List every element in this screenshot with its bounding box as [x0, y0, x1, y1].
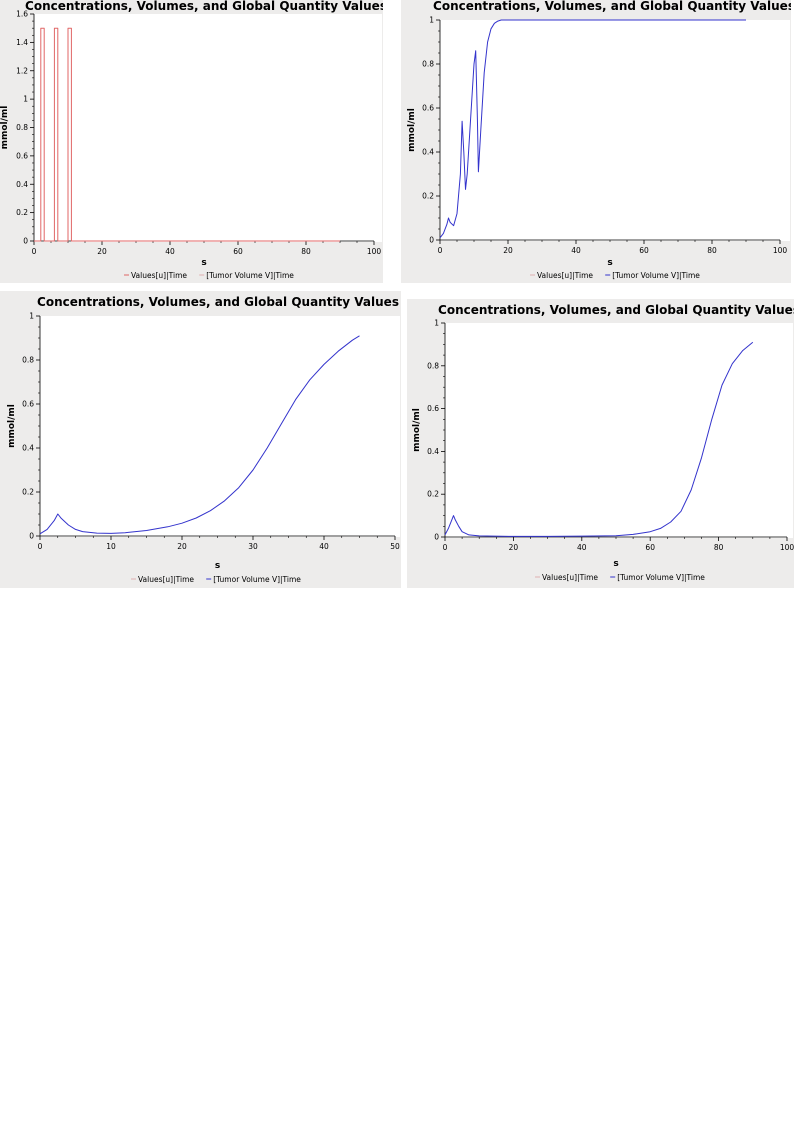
y-axis-label: mmol/ml: [407, 108, 417, 152]
legend-label: [Tumor Volume V]|Time: [213, 575, 301, 584]
chart-svg: Concentrations, Volumes, and Global Quan…: [7, 295, 400, 584]
x-tick-label: 0: [443, 543, 448, 552]
y-tick-label: 0.2: [22, 488, 34, 497]
y-tick-label: 1.6: [16, 10, 28, 19]
plot-area: [34, 14, 382, 242]
y-tick-label: 0.8: [16, 123, 28, 132]
chart-panel-top-right: Concentrations, Volumes, and Global Quan…: [401, 0, 791, 283]
y-tick-label: 0.6: [16, 151, 28, 160]
y-tick-label: 0.8: [427, 361, 439, 370]
chart-title: Concentrations, Volumes, and Global Quan…: [37, 295, 399, 309]
y-tick-label: 0: [434, 533, 439, 542]
x-axis-label: s: [215, 561, 220, 571]
y-tick-label: 1: [29, 312, 34, 321]
series-line: [444, 341, 754, 537]
x-axis-label: s: [201, 258, 206, 268]
x-tick-label: 30: [248, 542, 258, 551]
plot-area: [445, 323, 793, 538]
y-axis-label: mmol/ml: [0, 106, 10, 150]
x-tick-label: 20: [509, 543, 519, 552]
series-line: [34, 27, 340, 242]
series-line: [39, 335, 360, 535]
x-tick-label: 10: [106, 542, 116, 551]
x-tick-label: 50: [390, 542, 400, 551]
y-axis-label: mmol/ml: [7, 404, 17, 448]
y-tick-label: 0.2: [427, 490, 439, 499]
y-tick-label: 0.8: [22, 356, 34, 365]
x-tick-label: 20: [177, 542, 187, 551]
legend-label: [Tumor Volume V]|Time: [612, 271, 700, 280]
x-tick-label: 100: [780, 543, 794, 552]
chart-title: Concentrations, Volumes, and Global Quan…: [433, 0, 791, 13]
x-tick-label: 60: [645, 543, 655, 552]
y-tick-label: 1.4: [16, 38, 28, 47]
plot-area: [40, 316, 400, 537]
y-tick-label: 0.2: [422, 192, 434, 201]
y-tick-label: 0: [23, 237, 28, 246]
chart-panel-bottom-left: Concentrations, Volumes, and Global Quan…: [0, 291, 401, 588]
y-axis-label: mmol/ml: [412, 408, 422, 452]
legend-label: [Tumor Volume V]|Time: [206, 271, 294, 280]
x-tick-label: 80: [714, 543, 724, 552]
x-tick-label: 20: [503, 246, 513, 255]
legend-label: Values[u]|Time: [138, 575, 194, 584]
plot-area: [440, 20, 790, 241]
chart-panel-bottom-right: Concentrations, Volumes, and Global Quan…: [407, 299, 794, 588]
y-tick-label: 0: [29, 532, 34, 541]
y-tick-label: 1: [429, 16, 434, 25]
y-tick-label: 0.4: [422, 148, 434, 157]
chart-title: Concentrations, Volumes, and Global Quan…: [25, 0, 383, 13]
x-tick-label: 60: [639, 246, 649, 255]
y-tick-label: 0.2: [16, 208, 28, 217]
y-tick-label: 1: [23, 95, 28, 104]
y-tick-label: 0.8: [422, 60, 434, 69]
x-tick-label: 0: [32, 247, 37, 256]
x-axis-label: s: [613, 559, 618, 569]
legend-label: Values[u]|Time: [542, 573, 598, 582]
x-tick-label: 0: [438, 246, 443, 255]
y-tick-label: 0: [429, 236, 434, 245]
chart-svg: Concentrations, Volumes, and Global Quan…: [407, 0, 791, 280]
y-tick-label: 0.6: [427, 404, 439, 413]
legend-label: Values[u]|Time: [131, 271, 187, 280]
chart-svg: Concentrations, Volumes, and Global Quan…: [0, 0, 383, 280]
series-line: [439, 19, 746, 239]
y-tick-label: 0.4: [22, 444, 34, 453]
x-tick-label: 80: [707, 246, 717, 255]
y-tick-label: 1: [434, 319, 439, 328]
x-tick-label: 100: [367, 247, 382, 256]
x-tick-label: 40: [577, 543, 587, 552]
x-tick-label: 40: [165, 247, 175, 256]
x-tick-label: 0: [38, 542, 43, 551]
x-axis-label: s: [607, 258, 612, 268]
x-tick-label: 60: [233, 247, 243, 256]
chart-svg: Concentrations, Volumes, and Global Quan…: [412, 303, 794, 582]
y-tick-label: 0.4: [427, 447, 439, 456]
chart-title: Concentrations, Volumes, and Global Quan…: [438, 303, 794, 317]
y-tick-label: 0.6: [22, 400, 34, 409]
x-tick-label: 40: [319, 542, 329, 551]
legend-label: Values[u]|Time: [537, 271, 593, 280]
y-tick-label: 0.4: [16, 180, 28, 189]
chart-panel-top-left: Concentrations, Volumes, and Global Quan…: [0, 0, 383, 283]
x-tick-label: 80: [301, 247, 311, 256]
x-tick-label: 20: [97, 247, 107, 256]
x-tick-label: 40: [571, 246, 581, 255]
y-tick-label: 1.2: [16, 66, 28, 75]
legend-label: [Tumor Volume V]|Time: [617, 573, 705, 582]
y-tick-label: 0.6: [422, 104, 434, 113]
x-tick-label: 100: [773, 246, 788, 255]
